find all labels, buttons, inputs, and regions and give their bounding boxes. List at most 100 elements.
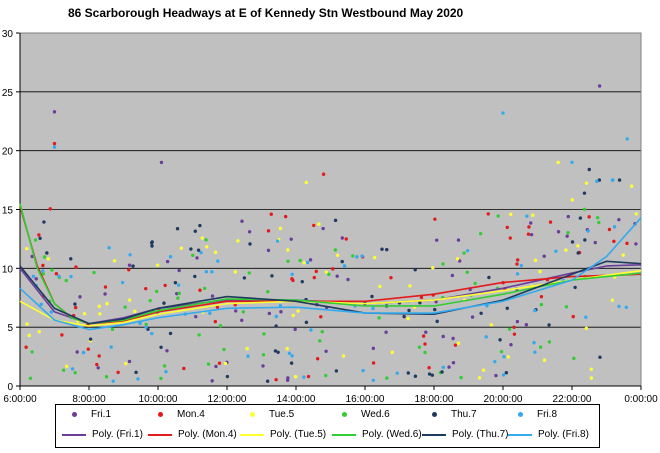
scatter-point <box>529 221 533 225</box>
scatter-point <box>612 225 617 229</box>
scatter-point <box>441 262 445 266</box>
scatter-point <box>539 302 544 307</box>
x-tick-label: 20:00:00 <box>484 394 523 405</box>
scatter-point <box>318 339 322 343</box>
scatter-point <box>423 350 427 355</box>
scatter-point <box>624 305 628 310</box>
scatter-point <box>217 361 222 365</box>
scatter-point <box>479 311 483 315</box>
legend-line <box>148 433 172 436</box>
scatter-point <box>533 350 537 354</box>
scatter-point <box>266 229 271 233</box>
scatter-point <box>617 304 621 309</box>
scatter-point <box>566 230 570 235</box>
scatter-point <box>346 277 350 282</box>
legend-marker <box>518 412 523 417</box>
legend-line <box>422 433 446 436</box>
scatter-point <box>572 356 576 361</box>
scatter-point <box>324 270 329 274</box>
legend-item: Mon.4 <box>158 409 205 420</box>
scatter-point <box>61 368 66 372</box>
scatter-point <box>81 350 86 355</box>
scatter-point <box>82 312 87 316</box>
legend-line <box>240 433 264 436</box>
scatter-point <box>286 259 290 263</box>
scatter-point <box>597 84 602 88</box>
scatter-point <box>290 272 294 277</box>
scatter-point <box>175 226 180 231</box>
scatter-point <box>334 369 339 373</box>
scatter-point <box>165 259 170 264</box>
scatter-point <box>459 375 463 380</box>
scatter-point <box>331 267 335 271</box>
scatter-point <box>109 345 113 349</box>
scatter-point <box>127 268 131 272</box>
scatter-point <box>587 167 591 172</box>
scatter-point <box>470 315 475 319</box>
scatter-point <box>587 215 591 219</box>
scatter-point <box>97 304 102 309</box>
scatter-point <box>385 376 389 380</box>
scatter-point <box>597 220 601 225</box>
scatter-point <box>515 272 520 276</box>
scatter-point <box>34 277 38 281</box>
scatter-point <box>266 289 270 294</box>
scatter-point <box>314 269 318 274</box>
scatter-point <box>148 298 152 303</box>
scatter-point <box>163 283 167 288</box>
y-tick-label: 15 <box>2 206 14 217</box>
legend-item: Poly. (Thu.7) <box>422 429 509 440</box>
scatter-point <box>30 254 34 259</box>
scatter-point <box>360 254 364 258</box>
scatter-point <box>193 274 197 279</box>
scatter-point <box>202 286 207 291</box>
scatter-point <box>198 288 202 292</box>
scatter-point <box>556 230 561 234</box>
scatter-point <box>159 376 163 381</box>
scatter-point <box>111 379 115 383</box>
scatter-point <box>73 371 77 375</box>
scatter-point <box>451 361 456 365</box>
scatter-point <box>205 245 209 249</box>
scatter-point <box>150 240 154 244</box>
scatter-point <box>31 274 36 279</box>
scatter-point <box>194 314 198 319</box>
scatter-point <box>431 266 435 270</box>
scatter-point <box>37 329 41 334</box>
scatter-point <box>335 253 340 257</box>
y-tick-label: 25 <box>2 88 14 99</box>
scatter-point <box>305 260 310 265</box>
scatter-point <box>441 365 445 369</box>
legend-marker <box>158 412 163 417</box>
legend-item: Fri.8 <box>518 409 557 420</box>
scatter-point <box>542 358 547 362</box>
scatter-point <box>584 315 588 319</box>
scatter-point <box>206 362 211 366</box>
scatter-point <box>144 325 148 329</box>
scatter-point <box>133 309 137 314</box>
scatter-point <box>270 274 274 278</box>
scatter-point <box>39 302 43 307</box>
scatter-point <box>384 330 388 334</box>
scatter-point <box>289 361 294 365</box>
scatter-point <box>213 319 218 324</box>
legend-label: Fri.1 <box>91 409 111 420</box>
scatter-point <box>447 365 451 369</box>
scatter-point <box>214 364 218 369</box>
scatter-point <box>531 213 535 217</box>
scatter-point <box>64 278 68 283</box>
scatter-point <box>286 248 290 252</box>
scatter-point <box>261 353 266 357</box>
scatter-point <box>128 253 132 257</box>
scatter-point <box>320 330 324 334</box>
scatter-point <box>41 263 45 268</box>
scatter-point <box>458 259 462 263</box>
scatter-point <box>127 263 132 267</box>
scatter-point <box>24 345 28 349</box>
scatter-point <box>309 328 313 332</box>
scatter-point <box>385 247 389 252</box>
scatter-point <box>278 304 283 308</box>
scatter-point <box>234 309 238 313</box>
scatter-point <box>266 248 271 253</box>
scatter-point <box>88 337 93 341</box>
